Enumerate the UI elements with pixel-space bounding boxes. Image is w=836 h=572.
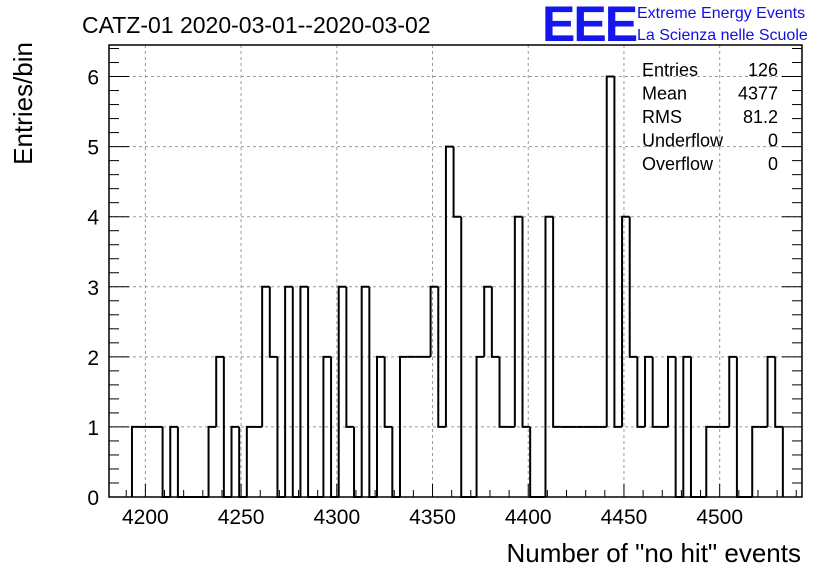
histogram-bin <box>398 355 408 497</box>
histogram-bin <box>238 426 247 498</box>
histogram-bin <box>621 215 630 427</box>
stats-value: 0 <box>768 131 778 151</box>
histogram-bin <box>161 426 171 498</box>
histogram-bin <box>176 426 186 498</box>
eee-logo-line2: La Scienza nelle Scuole <box>637 27 808 44</box>
histogram-bin <box>498 356 508 428</box>
histogram-bin <box>383 356 393 428</box>
histogram-bin <box>444 145 454 427</box>
x-tick-label: 4500 <box>696 506 743 529</box>
histogram-bin <box>307 286 316 498</box>
histogram-bin <box>644 355 653 427</box>
histogram-bin <box>299 285 309 497</box>
y-tick-label: 5 <box>87 137 99 160</box>
stats-label: Underflow <box>642 131 724 151</box>
grid-lines <box>109 45 802 497</box>
histogram-bin <box>766 355 776 427</box>
histogram-bin <box>521 216 531 428</box>
histogram-bin <box>666 355 676 427</box>
histogram-bin <box>728 355 737 427</box>
histogram-bin <box>337 285 347 497</box>
x-tick-label: 4400 <box>505 506 552 529</box>
histogram-bin <box>360 285 370 497</box>
histogram-bin <box>391 426 400 498</box>
histogram-bin <box>483 285 492 357</box>
stats-label: Mean <box>642 84 687 104</box>
histogram-bin <box>429 285 439 357</box>
histogram-bin <box>261 285 270 427</box>
histogram-bin <box>475 355 485 497</box>
stats-value: 126 <box>748 60 778 80</box>
histogram-bin <box>268 286 278 358</box>
x-tick-label: 4300 <box>313 506 360 529</box>
stats-label: RMS <box>642 107 682 127</box>
histogram-bin <box>751 425 760 497</box>
histogram-bin <box>636 356 646 428</box>
y-tick-label: 6 <box>87 67 99 90</box>
histogram-bin <box>682 355 691 497</box>
histogram-bin <box>207 425 217 497</box>
histogram-bin <box>291 286 301 498</box>
histogram-bin <box>544 215 554 497</box>
x-tick-label: 4450 <box>601 506 648 529</box>
histogram-bin <box>774 356 783 428</box>
stats-label: Overflow <box>642 154 714 174</box>
histogram-bin <box>376 355 385 497</box>
histogram-bin <box>284 285 293 497</box>
histogram-bin <box>605 75 615 427</box>
histogram-bin <box>245 425 255 497</box>
stats-value: 0 <box>768 154 778 174</box>
histogram-bin <box>513 215 523 427</box>
plot-frame <box>108 44 803 498</box>
histogram-bin <box>345 286 355 428</box>
stats-box: Entries 126 Mean 4377 RMS 81.2 Underflow 0 Overf… <box>642 60 778 174</box>
axis-ticks <box>109 48 802 498</box>
y-tick-label: 0 <box>87 487 99 510</box>
stats-value: 81.2 <box>743 107 778 127</box>
histogram-bin <box>628 216 638 358</box>
histogram-bin <box>169 425 178 497</box>
axis-tick-labels: 4200 4250 4300 4350 4400 4450 4500 0 1 2 3 4 5 6 <box>87 67 743 529</box>
y-tick-label: 4 <box>87 207 99 230</box>
histogram-bin <box>651 356 661 428</box>
eee-logo: EEE Extreme Energy Events La Scienza nel… <box>542 0 808 52</box>
eee-logo-line1: Extreme Energy Events <box>637 5 805 22</box>
histogram-bin <box>613 76 623 428</box>
histogram-bin <box>353 426 362 498</box>
histogram-bin <box>230 425 240 497</box>
y-axis-title: Entries/bin <box>8 42 38 165</box>
histogram-bin <box>437 286 446 428</box>
histogram-bin <box>705 425 714 497</box>
stats-label: Entries <box>642 60 698 80</box>
y-tick-label: 1 <box>87 417 99 440</box>
x-tick-label: 4200 <box>122 506 169 529</box>
chart-title: CATZ-01 2020-03-01--2020-03-02 <box>82 12 431 38</box>
y-tick-label: 2 <box>87 347 99 370</box>
histogram-bin <box>130 425 140 497</box>
histogram-bin <box>322 355 332 497</box>
x-tick-label: 4250 <box>218 506 265 529</box>
y-tick-label: 3 <box>87 277 99 300</box>
histogram-bin <box>529 426 538 498</box>
histogram-bin <box>368 286 378 498</box>
stats-value: 4377 <box>738 84 778 104</box>
histogram-bin <box>452 146 462 218</box>
x-tick-label: 4350 <box>409 506 456 529</box>
x-axis-title: Number of "no hit" events <box>507 538 802 568</box>
histogram-bin <box>490 286 500 358</box>
histogram-bin <box>552 216 561 428</box>
eee-logo-mark: EEE <box>542 0 637 52</box>
histogram-bin <box>215 355 224 427</box>
